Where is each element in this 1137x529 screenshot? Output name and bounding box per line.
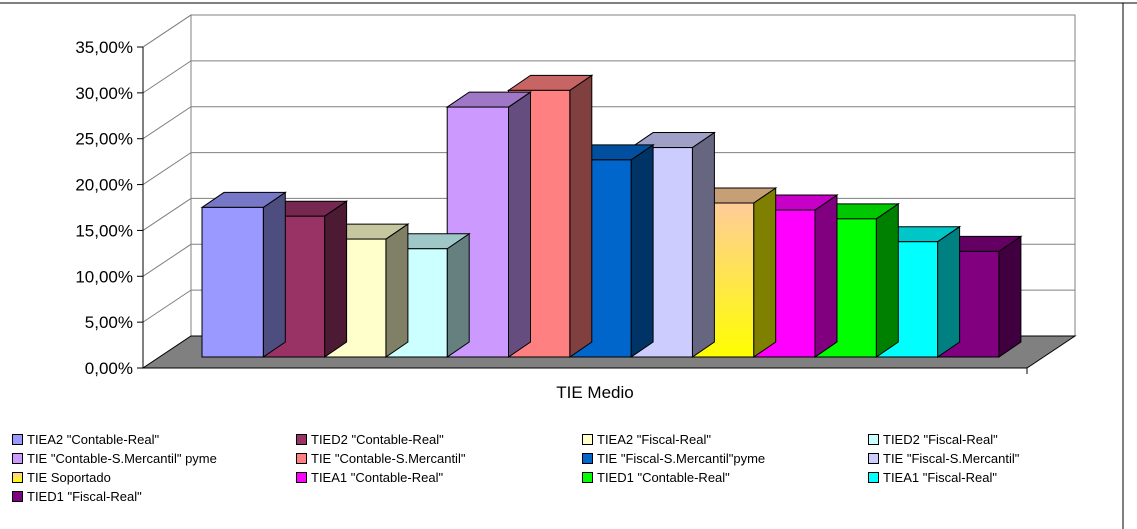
legend-swatch xyxy=(582,471,593,483)
legend-item: TIE "Contable-S.Mercantil" xyxy=(296,449,465,467)
bar-side xyxy=(385,223,409,358)
y-tick-label: 10,00% xyxy=(75,267,133,286)
bar-front xyxy=(201,206,264,358)
bar-side xyxy=(508,91,531,358)
legend-label: TIED1 "Contable-Real" xyxy=(597,469,730,485)
legend-swatch xyxy=(12,490,23,502)
bar-side xyxy=(753,187,777,358)
legend-swatch xyxy=(296,433,307,445)
bar-side xyxy=(569,74,593,358)
y-tick-label: 5,00% xyxy=(85,313,133,332)
legend-item: TIED1 "Fiscal-Real" xyxy=(12,487,142,505)
legend-swatch xyxy=(868,452,879,464)
value-axis xyxy=(137,46,1028,374)
legend-label: TIED2 "Contable-Real" xyxy=(311,431,444,447)
legend-item: TIED1 "Contable-Real" xyxy=(582,468,730,486)
legend-swatch xyxy=(582,452,593,464)
legend-label: TIEA2 "Contable-Real" xyxy=(27,431,160,447)
legend-swatch xyxy=(296,471,307,483)
bar-side xyxy=(937,225,961,358)
bar-side xyxy=(691,131,715,358)
y-tick-label: 15,00% xyxy=(75,221,133,240)
legend-item: TIE Soportado xyxy=(12,468,111,486)
legend-item: TIEA2 "Fiscal-Real" xyxy=(582,430,711,448)
bar-0 xyxy=(200,191,287,358)
gridline xyxy=(142,14,1075,48)
legend-label: TIED1 "Fiscal-Real" xyxy=(27,488,142,504)
legend-swatch xyxy=(296,452,307,464)
legend-item: TIED2 "Contable-Real" xyxy=(296,430,444,448)
legend-label: TIE "Fiscal-S.Mercantil"pyme xyxy=(597,450,766,466)
legend-item: TIEA2 "Contable-Real" xyxy=(12,430,159,448)
bar-side xyxy=(875,202,899,358)
legend-label: TIED2 "Fiscal-Real" xyxy=(883,431,998,447)
legend-label: TIE "Contable-S.Mercantil" xyxy=(311,450,466,466)
gridline xyxy=(142,106,1075,140)
legend-label: TIE Soportado xyxy=(27,469,111,485)
legend-swatch xyxy=(868,433,879,445)
y-tick-label: 0,00% xyxy=(85,359,133,378)
axis-labels: 0,00% 5,00% 10,00% 15,00% 20,00% 25,00% 30,00%… xyxy=(75,38,633,402)
legend-label: TIEA1 "Fiscal-Real" xyxy=(883,469,997,485)
legend-swatch xyxy=(868,471,879,483)
bar-side xyxy=(324,200,348,358)
legend-item: TIEA1 "Contable-Real" xyxy=(296,468,443,486)
legend-item: TIED2 "Fiscal-Real" xyxy=(868,430,998,448)
gridline xyxy=(142,152,1075,185)
y-tick-label: 20,00% xyxy=(75,176,133,195)
legend-label: TIE "Contable-S.Mercantil" pyme xyxy=(27,450,217,466)
legend-item: TIE "Fiscal-S.Mercantil"pyme xyxy=(582,449,765,467)
bar-side xyxy=(262,191,286,358)
bar-side xyxy=(814,194,838,358)
y-tick-label: 25,00% xyxy=(75,130,133,149)
legend-label: TIE "Fiscal-S.Mercantil" xyxy=(883,450,1020,466)
legend-label: TIEA1 "Contable-Real" xyxy=(311,469,444,485)
legend-item: TIE "Contable-S.Mercantil" pyme xyxy=(12,449,217,467)
bar-side xyxy=(446,232,470,358)
legend-swatch xyxy=(582,433,593,445)
bars xyxy=(200,74,1023,358)
legend-item: TIE "Fiscal-S.Mercantil" xyxy=(868,449,1019,467)
legend-swatch xyxy=(12,452,23,464)
bar-side xyxy=(998,235,1022,358)
x-category-label: TIE Medio xyxy=(556,383,633,402)
legend-swatch xyxy=(12,433,23,445)
legend-label: TIEA2 "Fiscal-Real" xyxy=(597,431,711,447)
legend-swatch xyxy=(12,471,23,483)
side-wall xyxy=(142,14,192,369)
legend-item: TIEA1 "Fiscal-Real" xyxy=(868,468,997,486)
y-tick-label: 30,00% xyxy=(75,84,133,103)
y-tick-label: 35,00% xyxy=(75,38,133,57)
gridline xyxy=(142,60,1075,94)
bar-side xyxy=(630,143,654,358)
